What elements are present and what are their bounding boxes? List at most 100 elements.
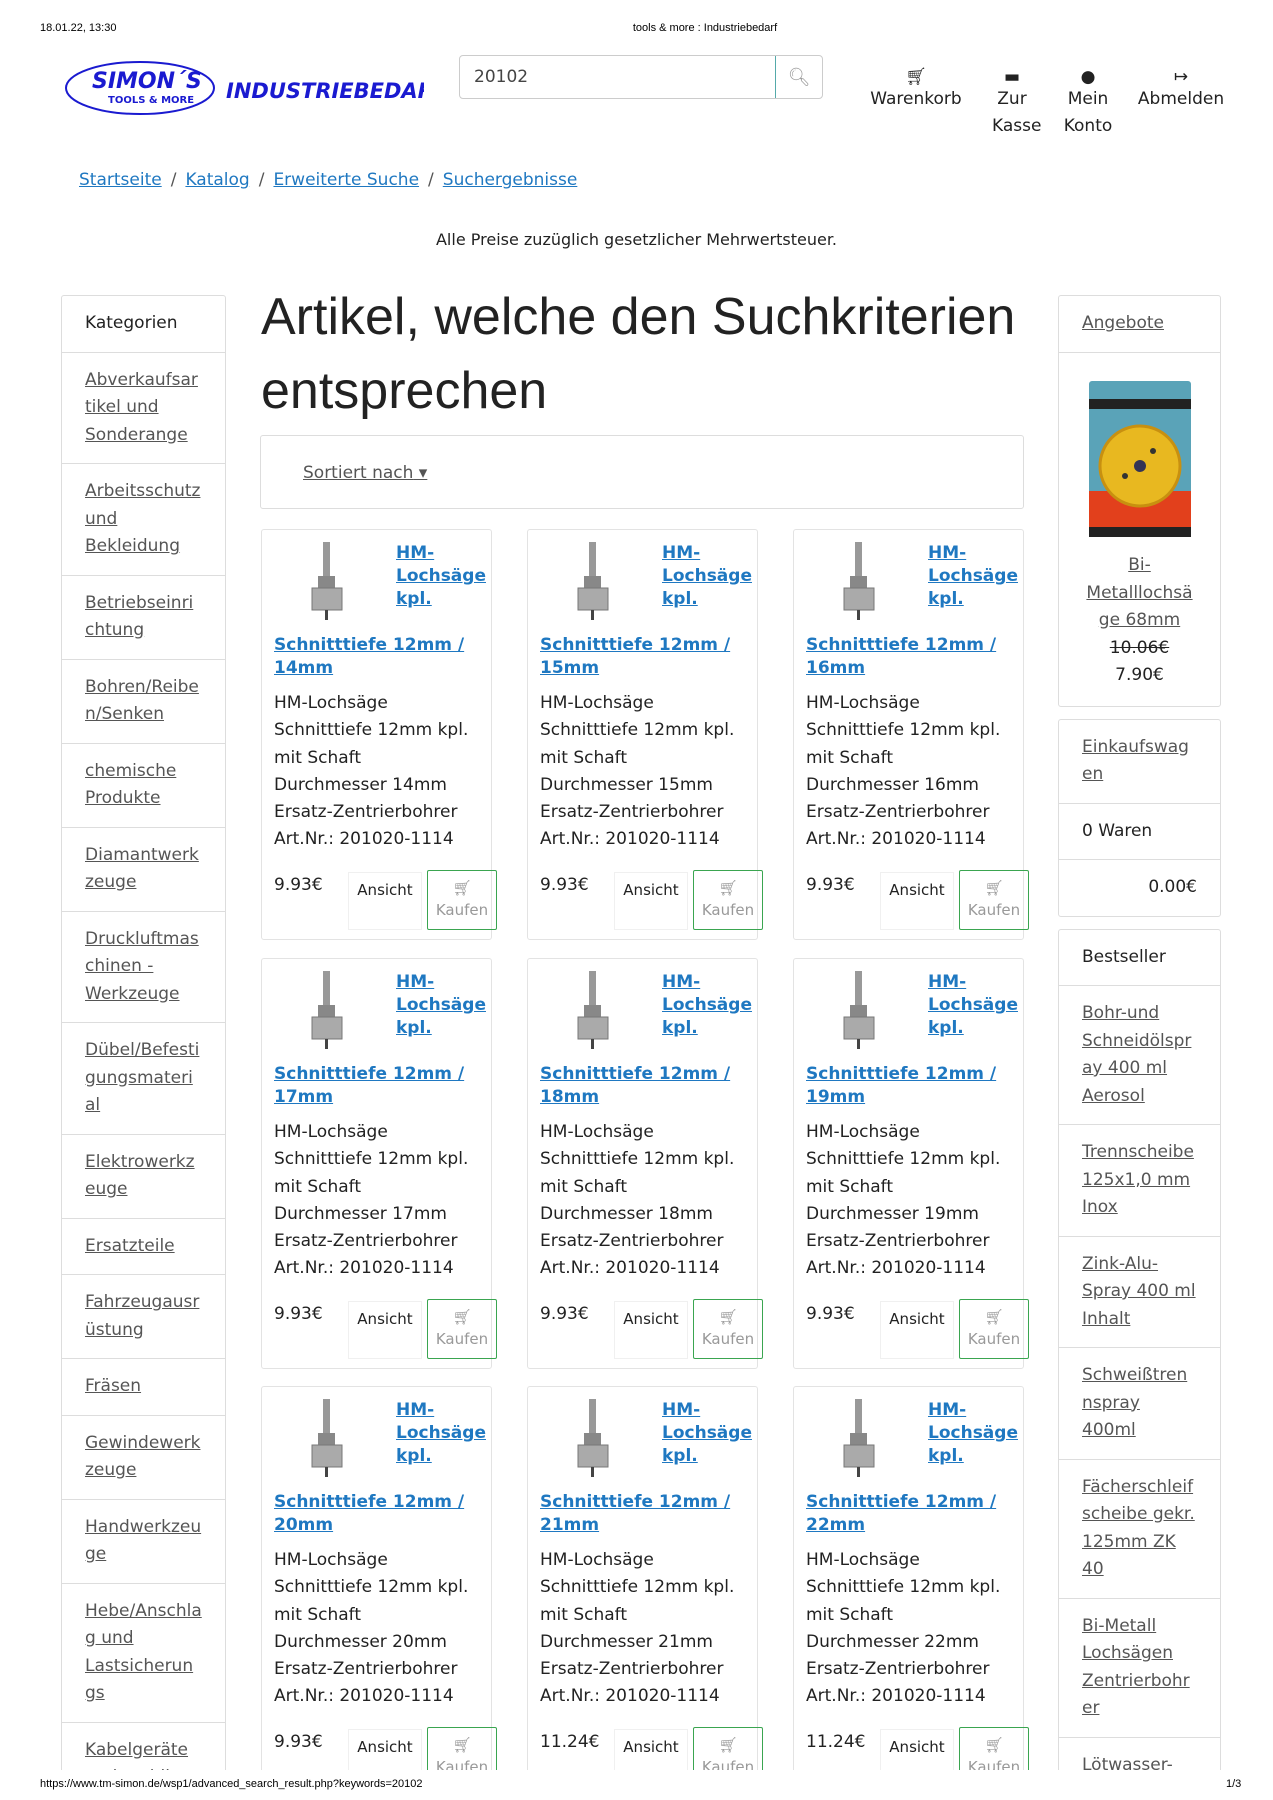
product-title-link[interactable]: HM-Lochsäge kpl.	[662, 1400, 752, 1466]
product-subtitle-link[interactable]: Schnitttiefe 12mm / 20mm	[274, 1492, 465, 1535]
bestseller-link[interactable]: Zink-Alu-Spray 400 ml Inhalt	[1082, 1253, 1196, 1329]
product-image[interactable]	[292, 967, 362, 1055]
product-desc-line: mit Schaft	[806, 747, 894, 768]
bestseller-link[interactable]: Lötwasser-Pinsel Länge	[1082, 1754, 1173, 1771]
product-subtitle-link[interactable]: Schnitttiefe 12mm / 16mm	[806, 635, 997, 678]
view-button[interactable]: Ansicht	[880, 872, 954, 930]
buy-label: Kaufen	[701, 1330, 755, 1348]
product-desc-line: Durchmesser 19mm	[806, 1203, 979, 1224]
view-button[interactable]: Ansicht	[614, 872, 688, 930]
offer-product-link[interactable]: Bi-Metalllochsäge 68mm	[1086, 555, 1193, 630]
category-item: Druckluftmaschinen - Werkzeuge	[62, 910, 225, 1023]
offer-product-image[interactable]	[1088, 380, 1191, 537]
category-link[interactable]: Handwerkzeuge	[85, 1516, 202, 1565]
cart-link[interactable]: Einkaufswagen	[1082, 736, 1189, 785]
category-link[interactable]: Betriebseinrichtung	[85, 592, 194, 641]
buy-button[interactable]: 🛒︎ Kaufen	[427, 1727, 497, 1770]
product-image[interactable]	[824, 538, 894, 626]
buy-button[interactable]: 🛒︎ Kaufen	[693, 1299, 763, 1359]
category-item: Hebe/Anschlag und Lastsicherungs	[62, 1582, 225, 1722]
category-link[interactable]: Bohren/Reiben/Senken	[85, 676, 199, 725]
product-title-link[interactable]: HM-Lochsäge kpl.	[928, 543, 1018, 609]
view-button[interactable]: Ansicht	[880, 1301, 954, 1359]
category-link[interactable]: Druckluftmaschinen - Werkzeuge	[85, 928, 199, 1004]
sort-dropdown[interactable]: Sortiert nach ▾	[303, 463, 428, 483]
category-link[interactable]: Diamantwerkzeuge	[85, 844, 199, 893]
buy-button[interactable]: 🛒︎ Kaufen	[959, 1727, 1029, 1770]
product-price: 11.24€	[806, 1732, 866, 1752]
product-title-link[interactable]: HM-Lochsäge kpl.	[928, 1400, 1018, 1466]
buy-button[interactable]: 🛒︎ Kaufen	[427, 870, 497, 930]
product-price: 9.93€	[274, 1304, 323, 1324]
product-image[interactable]	[558, 538, 628, 626]
product-desc-line: HM-Lochsäge	[806, 1122, 920, 1142]
category-link[interactable]: Abverkaufsartikel und Sonderange	[85, 369, 198, 445]
search-input[interactable]	[460, 56, 775, 98]
search-button[interactable]: 🔍︎	[775, 56, 822, 98]
product-title-link[interactable]: HM-Lochsäge kpl.	[662, 972, 752, 1038]
offers-link[interactable]: Angebote	[1082, 313, 1164, 333]
product-title-link[interactable]: HM-Lochsäge kpl.	[396, 972, 486, 1038]
breadcrumb-startseite[interactable]: Startseite	[79, 170, 162, 190]
category-link[interactable]: Dübel/Befestigungsmaterial	[85, 1040, 200, 1115]
nav-cart[interactable]: 🛒︎ Warenkorb	[870, 64, 961, 113]
product-subtitle-link[interactable]: Schnitttiefe 12mm / 22mm	[806, 1492, 997, 1535]
product-image[interactable]	[292, 1395, 362, 1483]
buy-label: Kaufen	[435, 1758, 489, 1770]
product-description: HM-Lochsäge Schnitttiefe 12mm kpl. mit Sch…	[540, 690, 734, 854]
product-title-link[interactable]: HM-Lochsäge kpl.	[396, 543, 486, 609]
category-link[interactable]: Fräsen	[85, 1376, 142, 1396]
view-button[interactable]: Ansicht	[348, 1729, 422, 1770]
category-link[interactable]: Ersatzteile	[85, 1235, 175, 1256]
category-link[interactable]: Gewindewerkzeuge	[85, 1432, 201, 1481]
print-page: 1/3	[1226, 1778, 1242, 1790]
product-image[interactable]	[824, 1395, 894, 1483]
cart-icon: 🛒︎	[984, 879, 1004, 897]
product-subtitle-link[interactable]: Schnitttiefe 12mm / 15mm	[540, 635, 731, 678]
buy-button[interactable]: 🛒︎ Kaufen	[693, 1727, 763, 1770]
product-desc-line: Schnitttiefe 12mm kpl.	[540, 720, 735, 741]
product-title-link[interactable]: HM-Lochsäge kpl.	[662, 543, 752, 609]
bestseller-link[interactable]: Fächerschleifscheibe gekr. 125mm ZK 40	[1082, 1476, 1195, 1580]
product-image[interactable]	[824, 967, 894, 1055]
breadcrumb-erweiterte-suche[interactable]: Erweiterte Suche	[273, 170, 420, 190]
nav-checkout[interactable]: ▬ Zur Kasse	[992, 64, 1041, 140]
product-subtitle-link[interactable]: Schnitttiefe 12mm / 14mm	[274, 635, 465, 678]
category-link[interactable]: Arbeitsschutz und Bekleidung	[85, 481, 201, 556]
buy-button[interactable]: 🛒︎ Kaufen	[427, 1299, 497, 1359]
category-link[interactable]: Kabelgeräte und mobiles	[85, 1739, 189, 1771]
buy-button[interactable]: 🛒︎ Kaufen	[959, 870, 1029, 930]
product-title-link[interactable]: HM-Lochsäge kpl.	[396, 1400, 486, 1466]
product-image[interactable]	[292, 538, 362, 626]
view-button[interactable]: Ansicht	[348, 1301, 422, 1359]
view-button[interactable]: Ansicht	[614, 1729, 688, 1770]
product-subtitle-link[interactable]: Schnitttiefe 12mm / 21mm	[540, 1492, 731, 1535]
product-title-link[interactable]: HM-Lochsäge kpl.	[928, 972, 1018, 1038]
category-link[interactable]: Hebe/Anschlag und Lastsicherungs	[85, 1600, 202, 1704]
product-subtitle-link[interactable]: Schnitttiefe 12mm / 18mm	[540, 1064, 731, 1107]
view-button[interactable]: Ansicht	[614, 1301, 688, 1359]
bestseller-link[interactable]: Bohr-und Schneidölspray 400 ml Aerosol	[1082, 1003, 1192, 1106]
view-button[interactable]: Ansicht	[348, 872, 422, 930]
nav-logout[interactable]: ↦ Abmelden	[1138, 64, 1224, 113]
product-image[interactable]	[558, 967, 628, 1055]
buy-button[interactable]: 🛒︎ Kaufen	[959, 1299, 1029, 1359]
bestseller-link[interactable]: Trennscheibe 125x1,0 mm Inox	[1082, 1142, 1194, 1217]
breadcrumb-katalog[interactable]: Katalog	[185, 170, 250, 190]
offer-item: Bi-Metalllochsäge 68mm 10.06€ 7.90€	[1059, 351, 1220, 706]
category-link[interactable]: chemische Produkte	[85, 760, 177, 809]
nav-label: Warenkorb	[870, 89, 962, 109]
product-desc-line: Art.Nr.: 201020-1114	[540, 1258, 720, 1279]
logo[interactable]: SIMON´S TOOLS & MORE INDUSTRIEBEDARF	[64, 58, 449, 118]
product-subtitle-link[interactable]: Schnitttiefe 12mm / 17mm	[274, 1064, 465, 1107]
bestseller-link[interactable]: Schweißtrennspray 400ml	[1082, 1365, 1188, 1440]
product-subtitle-link[interactable]: Schnitttiefe 12mm / 19mm	[806, 1064, 997, 1107]
bestseller-link[interactable]: Bi-Metall Lochsägen Zentrierbohrer	[1082, 1615, 1190, 1719]
category-link[interactable]: Elektrowerkzeuge	[85, 1151, 195, 1200]
nav-account[interactable]: ● Mein Konto	[1062, 64, 1114, 140]
buy-button[interactable]: 🛒︎ Kaufen	[693, 870, 763, 930]
breadcrumb-suchergebnisse[interactable]: Suchergebnisse	[442, 170, 578, 190]
category-link[interactable]: Fahrzeugausrüstung	[85, 1292, 200, 1340]
product-image[interactable]	[558, 1395, 628, 1483]
view-button[interactable]: Ansicht	[880, 1729, 954, 1770]
